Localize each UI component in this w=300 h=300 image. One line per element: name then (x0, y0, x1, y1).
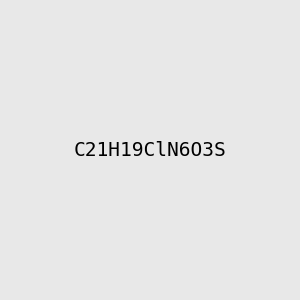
Text: C21H19ClN6O3S: C21H19ClN6O3S (74, 140, 226, 160)
